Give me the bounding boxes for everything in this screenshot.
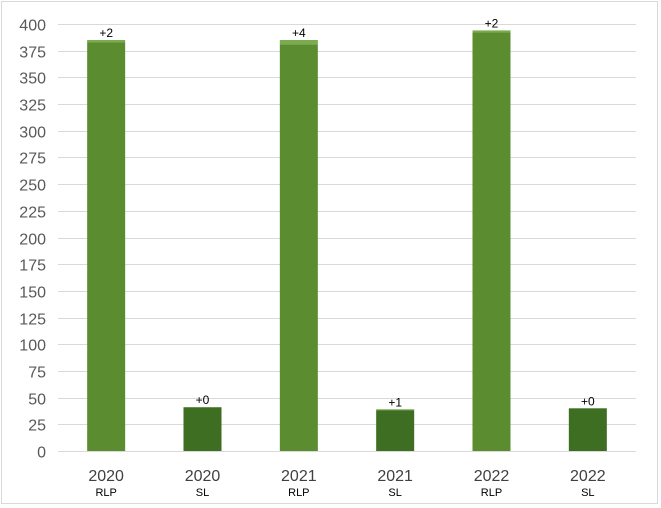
bar-base bbox=[279, 44, 318, 451]
data-label: +2 bbox=[99, 26, 113, 40]
y-tick-label: 100 bbox=[19, 338, 46, 355]
y-tick-label: 200 bbox=[19, 232, 46, 249]
y-tick-label: 250 bbox=[19, 178, 46, 195]
y-tick-label: 25 bbox=[28, 418, 46, 435]
bar-increment bbox=[87, 40, 126, 43]
x-category-sub: SL bbox=[581, 487, 594, 499]
y-tick-label: 225 bbox=[19, 205, 46, 222]
x-category-sub: SL bbox=[388, 487, 401, 499]
bar-base bbox=[183, 407, 222, 451]
x-category-year: 2021 bbox=[377, 468, 413, 485]
data-label: +2 bbox=[485, 16, 499, 30]
y-tick-label: 350 bbox=[19, 71, 46, 88]
y-tick-label: 150 bbox=[19, 285, 46, 302]
y-axis-ticks: 0 25 50 75 100 125 150 175 200 225 250 275 300 325 350… bbox=[19, 18, 46, 462]
data-label: +1 bbox=[388, 395, 402, 409]
gridlines bbox=[58, 24, 636, 452]
bar-increment bbox=[279, 40, 318, 45]
x-category-sub: RLP bbox=[288, 487, 309, 499]
data-labels: +2 +0 +4 +1 +2 +0 bbox=[99, 16, 595, 409]
x-category-year: 2022 bbox=[474, 468, 510, 485]
x-category-sub: RLP bbox=[481, 487, 502, 499]
bar-base bbox=[568, 408, 607, 451]
y-tick-label: 75 bbox=[28, 365, 46, 382]
y-tick-label: 50 bbox=[28, 392, 46, 409]
y-tick-label: 325 bbox=[19, 98, 46, 115]
bar-increment bbox=[472, 30, 511, 33]
y-tick-label: 275 bbox=[19, 151, 46, 168]
y-tick-label: 400 bbox=[19, 18, 46, 35]
y-tick-label: 175 bbox=[19, 258, 46, 275]
x-axis-labels: 2020 RLP 2020 SL 2021 RLP 2021 SL 2022 RLP 2022 SL bbox=[88, 468, 605, 499]
y-tick-label: 125 bbox=[19, 312, 46, 329]
data-label: +0 bbox=[196, 393, 210, 407]
x-category-year: 2020 bbox=[185, 468, 221, 485]
y-tick-label: 300 bbox=[19, 125, 46, 142]
data-label: +4 bbox=[292, 26, 306, 40]
x-category-sub: RLP bbox=[95, 487, 116, 499]
bar-base bbox=[472, 32, 511, 451]
bars bbox=[87, 30, 607, 452]
bar-increment bbox=[376, 409, 415, 411]
bar-base bbox=[87, 42, 126, 452]
bar-base bbox=[376, 410, 415, 451]
x-category-year: 2021 bbox=[281, 468, 317, 485]
x-category-year: 2022 bbox=[570, 468, 606, 485]
y-tick-label: 0 bbox=[37, 445, 46, 462]
data-label: +0 bbox=[581, 394, 595, 408]
x-category-sub: SL bbox=[196, 487, 209, 499]
x-category-year: 2020 bbox=[88, 468, 124, 485]
y-tick-label: 375 bbox=[19, 45, 46, 62]
